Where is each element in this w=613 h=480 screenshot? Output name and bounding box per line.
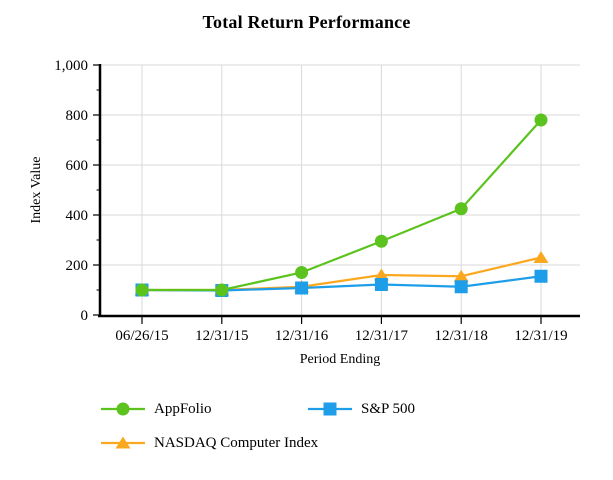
svg-text:400: 400 xyxy=(66,208,89,224)
svg-text:12/31/17: 12/31/17 xyxy=(355,328,409,344)
s-p-500-marker xyxy=(374,278,388,291)
svg-text:12/31/15: 12/31/15 xyxy=(195,328,248,344)
svg-text:12/31/18: 12/31/18 xyxy=(435,328,488,344)
appfolio-series xyxy=(135,113,548,297)
nasdaq-computer-index-marker xyxy=(533,251,549,263)
nasdaq-computer-index-legend-marker xyxy=(115,436,131,449)
svg-text:0: 0 xyxy=(81,308,89,324)
nasdaq-computer-index-marker xyxy=(453,269,469,282)
appfolio-marker xyxy=(295,266,309,279)
svg-text:Period Ending: Period Ending xyxy=(300,352,381,367)
svg-text:06/26/15: 06/26/15 xyxy=(115,328,168,344)
s-p-500-series xyxy=(135,269,548,297)
nasdaq-computer-legend-swatch xyxy=(101,436,145,449)
nasdaq-computer-index-marker xyxy=(373,268,389,281)
svg-text:200: 200 xyxy=(66,258,89,274)
appfolio-marker xyxy=(534,113,548,127)
chart-title: Total Return Performance xyxy=(202,12,411,32)
s-p-500-line xyxy=(141,275,542,292)
appfolio-legend-swatch xyxy=(101,402,145,416)
svg-text:12/31/16: 12/31/16 xyxy=(275,328,329,344)
svg-text:12/31/19: 12/31/19 xyxy=(514,328,567,344)
legend-label-sp500: S&P 500 xyxy=(361,400,416,417)
svg-text:Index Value: Index Value xyxy=(29,157,44,224)
legend-label-nasdaq-computer: NASDAQ Computer Index xyxy=(154,434,319,451)
s-p-500-marker xyxy=(295,281,309,295)
s-p-500-marker xyxy=(454,280,468,294)
appfolio-marker xyxy=(135,283,149,297)
appfolio-marker xyxy=(454,202,468,216)
appfolio-marker xyxy=(215,283,229,297)
legend-item-nasdaq-computer: NASDAQ Computer Index xyxy=(100,432,318,454)
legend-item-sp500: S&P 500 xyxy=(307,398,415,420)
s-p-500-marker xyxy=(534,269,548,283)
svg-text:800: 800 xyxy=(66,108,89,124)
appfolio-line xyxy=(142,119,542,292)
sp500-legend-swatch xyxy=(308,402,352,416)
svg-text:1,000: 1,000 xyxy=(54,58,88,74)
appfolio-legend-marker xyxy=(116,402,130,416)
svg-text:600: 600 xyxy=(66,158,89,174)
s-p-500-legend-marker xyxy=(323,402,337,416)
legend-label-appfolio: AppFolio xyxy=(154,400,212,417)
legend-item-appfolio: AppFolio xyxy=(100,398,212,420)
appfolio-marker xyxy=(374,234,388,248)
